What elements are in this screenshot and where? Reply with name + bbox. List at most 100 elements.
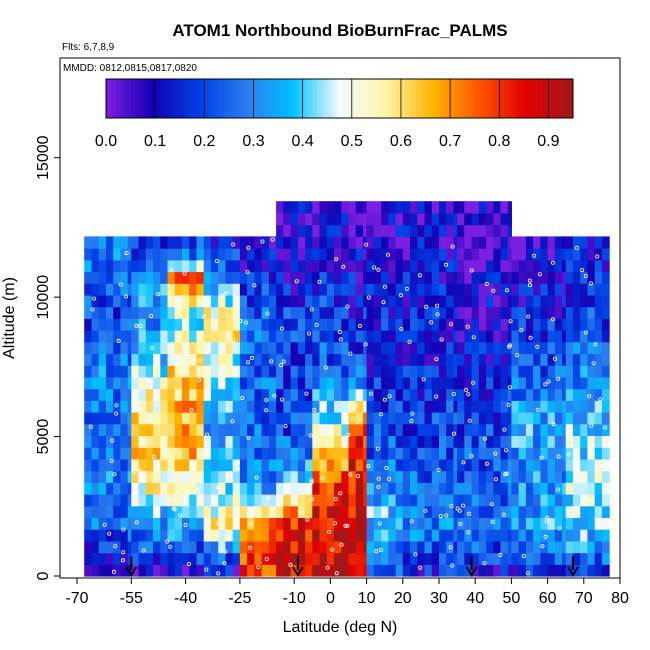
heatmap-cell — [348, 505, 357, 518]
heatmap-cell — [547, 423, 556, 436]
heatmap-cell — [547, 376, 556, 390]
heatmap-cell — [439, 283, 447, 296]
heatmap-cell — [464, 552, 473, 565]
heatmap-cell — [297, 482, 306, 495]
heatmap-cell — [525, 482, 534, 495]
heatmap-cell — [587, 517, 596, 530]
sample-point — [345, 523, 350, 528]
heatmap-cell — [580, 330, 588, 343]
heatmap-cell — [587, 552, 596, 565]
heatmap-cell — [388, 400, 397, 413]
heatmap-cell — [261, 505, 270, 518]
colorbar-swatch — [381, 79, 387, 118]
heatmap-cell — [471, 201, 480, 214]
heatmap-cell — [113, 494, 121, 507]
heatmap-cell — [232, 447, 241, 460]
heatmap-cell — [145, 353, 154, 366]
heatmap-cell — [493, 529, 502, 542]
heatmap-cell — [446, 212, 454, 226]
heatmap-cell — [565, 283, 574, 296]
heatmap-cell — [232, 412, 241, 425]
sample-point — [149, 313, 154, 318]
heatmap-cell — [366, 259, 375, 273]
heatmap-cell — [247, 447, 255, 460]
heatmap-cell — [261, 248, 270, 261]
heatmap-cell — [138, 447, 147, 460]
heatmap-cell — [554, 248, 563, 261]
sample-point — [553, 356, 558, 361]
sample-point — [418, 565, 423, 570]
heatmap-cell — [189, 388, 197, 401]
heatmap-cell — [145, 540, 154, 554]
heatmap-cell — [341, 435, 350, 448]
heatmap-cell — [373, 271, 382, 284]
heatmap-cell — [312, 470, 321, 483]
heatmap-cell — [533, 341, 541, 355]
sample-point — [398, 293, 403, 298]
heatmap-cell — [341, 224, 350, 237]
heatmap-cell — [290, 283, 299, 296]
heatmap-cell — [127, 318, 132, 331]
heatmap-cell — [283, 458, 292, 472]
heatmap-cell — [326, 271, 335, 284]
heatmap-cell — [312, 353, 321, 366]
sample-point — [124, 294, 129, 299]
heatmap-cell — [326, 470, 335, 483]
heatmap-cell — [554, 494, 563, 507]
heatmap-cell — [247, 306, 255, 319]
heatmap-cell — [348, 353, 357, 366]
heatmap-cell — [366, 341, 375, 355]
heatmap-cell — [507, 271, 512, 284]
heatmap-cell — [533, 271, 541, 284]
heatmap-cell — [373, 330, 382, 343]
heatmap-cell — [167, 318, 176, 331]
heatmap-cell — [525, 458, 534, 472]
heatmap-cell — [417, 271, 426, 284]
heatmap-cell — [594, 458, 603, 472]
heatmap-cell — [363, 494, 368, 507]
heatmap-cell — [319, 248, 328, 261]
heatmap-cell — [594, 423, 603, 436]
heatmap-cell — [145, 271, 154, 284]
sample-point — [557, 526, 562, 531]
heatmap-cell — [326, 482, 335, 495]
sample-point — [457, 508, 462, 513]
heatmap-cell — [113, 529, 121, 542]
sample-point — [109, 458, 114, 463]
heatmap-cell — [388, 365, 397, 378]
heatmap-cell — [326, 341, 335, 355]
heatmap-cell — [478, 447, 487, 460]
heatmap-cell — [457, 376, 465, 390]
heatmap-cell — [511, 353, 520, 366]
heatmap-cell — [388, 271, 397, 284]
heatmap-cell — [189, 564, 197, 577]
heatmap-cell — [446, 564, 454, 577]
heatmap-cell — [247, 365, 255, 378]
heatmap-cell — [145, 248, 154, 261]
heatmap-cell — [305, 470, 313, 483]
heatmap-cell — [410, 435, 418, 448]
colorbar-swatch — [204, 79, 210, 118]
heatmap-cell — [297, 435, 306, 448]
heatmap-cell — [525, 552, 534, 565]
sample-point — [234, 519, 239, 524]
heatmap-cell — [355, 435, 364, 448]
heatmap-cell — [153, 458, 161, 472]
heatmap-cell — [174, 447, 183, 460]
heatmap-cell — [239, 505, 248, 518]
colorbar-swatch — [248, 79, 254, 118]
colorbar-swatch — [386, 79, 392, 118]
heatmap-cell — [478, 458, 487, 472]
heatmap-cell — [446, 376, 454, 390]
heatmap-cell — [540, 470, 549, 483]
heatmap-cell — [565, 423, 574, 436]
sample-point — [482, 436, 487, 441]
heatmap-cell — [145, 283, 154, 296]
heatmap-cell — [402, 482, 411, 495]
heatmap-cell — [131, 283, 140, 296]
heatmap-cell — [471, 224, 480, 237]
heatmap-cell — [196, 505, 205, 518]
heatmap-cell — [562, 388, 567, 401]
heatmap-cell — [84, 236, 92, 249]
heatmap-cell — [439, 376, 447, 390]
